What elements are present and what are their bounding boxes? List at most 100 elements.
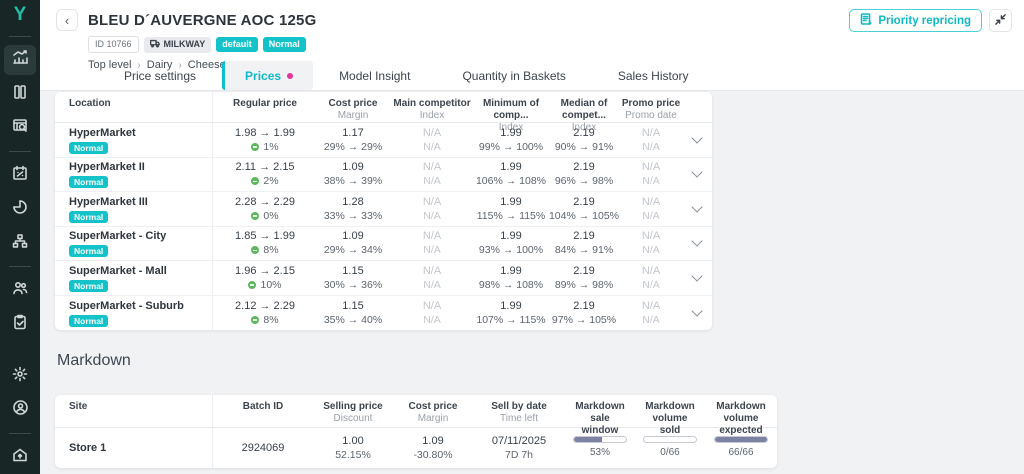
- sidebar-item-team[interactable]: [4, 275, 36, 305]
- site-name: Store 1: [69, 442, 107, 454]
- sale-window-cell: 53%: [565, 428, 635, 468]
- tab-quantity-in-baskets[interactable]: Quantity in Baskets: [462, 68, 566, 83]
- main-competitor-cell: N/A N/A: [422, 126, 442, 153]
- cost-price-cell: 1.15 35% → 40%: [323, 299, 383, 326]
- markdown-table-header: Site Batch ID Selling price Discount Cost…: [55, 395, 777, 436]
- expand-row-chevron-icon[interactable]: [690, 270, 703, 282]
- location-name: SuperMarket - City: [69, 230, 167, 243]
- markdown-table: Site Batch ID Selling price Discount Cost…: [55, 395, 777, 468]
- breadcrumb-top-level[interactable]: Top level: [88, 59, 132, 71]
- volume-expected-progressbar: [714, 436, 768, 443]
- sidebar-item-hierarchy[interactable]: [4, 228, 36, 258]
- price-change-icon: [251, 211, 260, 220]
- collapse-button[interactable]: [989, 9, 1012, 32]
- promo-price-cell: N/A N/A: [641, 230, 661, 257]
- tab-model-insight[interactable]: Model Insight: [339, 68, 411, 83]
- markdown-section-title: Markdown: [57, 352, 131, 369]
- sell-by-date-cell: 07/11/2025 7D 7h: [491, 435, 547, 461]
- min-competitor-cell: 1.99 98% → 108%: [478, 264, 544, 291]
- table-row: SuperMarket - Mall Normal 1.96 → 2.15 10…: [55, 261, 712, 296]
- breadcrumb-dairy[interactable]: Dairy: [146, 59, 173, 71]
- location-status-badge: Normal: [69, 245, 109, 258]
- promo-price-cell: N/A N/A: [641, 161, 661, 188]
- expand-row-chevron-icon[interactable]: [690, 166, 703, 178]
- expand-row-chevron-icon[interactable]: [690, 201, 703, 213]
- clipboard-check-icon: [12, 314, 28, 335]
- calendar-percent-icon: [12, 165, 28, 186]
- back-button[interactable]: ‹: [56, 9, 78, 31]
- expand-row-chevron-icon[interactable]: [690, 235, 703, 247]
- regular-price-cell: 2.12 → 2.29 8%: [235, 299, 295, 326]
- median-competitor-cell: 2.19 96% → 98%: [554, 161, 614, 188]
- median-competitor-cell: 2.19 97% → 105%: [551, 299, 617, 326]
- cost-price-cell: 1.09 38% → 39%: [323, 161, 383, 188]
- sidebar-item-reports[interactable]: [4, 194, 36, 224]
- collapse-arrows-icon: [995, 13, 1006, 28]
- default-badge: default: [216, 37, 258, 52]
- sidebar-item-tasks[interactable]: [4, 309, 36, 339]
- regular-price-cell: 2.11 → 2.15 2%: [235, 161, 295, 188]
- location-name: HyperMarket II: [69, 161, 145, 174]
- median-competitor-cell: 2.19 90% → 91%: [554, 126, 614, 153]
- expand-row-chevron-icon[interactable]: [690, 132, 703, 144]
- min-competitor-cell: 1.99 115% → 115%: [476, 195, 546, 222]
- page-title: BLEU D´AUVERGNE AOC 125G: [88, 11, 317, 29]
- location-status-badge: Normal: [69, 210, 109, 223]
- promo-price-cell: N/A N/A: [641, 195, 661, 222]
- breadcrumb: Top level › Dairy › Cheese: [88, 59, 226, 71]
- sidebar: Y: [0, 0, 40, 474]
- volume-sold-cell: 0/66: [635, 428, 705, 468]
- priority-repricing-button[interactable]: Priority repricing: [849, 9, 982, 32]
- sidebar-item-analytics[interactable]: [4, 45, 36, 75]
- tab-price-settings[interactable]: Price settings: [124, 68, 197, 83]
- gear-icon: [12, 366, 28, 387]
- location-name: SuperMarket - Suburb: [69, 299, 184, 312]
- promo-price-cell: N/A N/A: [641, 264, 661, 291]
- cost-price-cell: 1.17 29% → 29%: [323, 126, 383, 153]
- priority-list-icon: [860, 13, 872, 28]
- breadcrumb-cheese[interactable]: Cheese: [187, 59, 226, 71]
- table-row: SuperMarket - Suburb Normal 2.12 → 2.29 …: [55, 295, 712, 330]
- regular-price-cell: 1.85 → 1.99 8%: [235, 230, 295, 257]
- users-icon: [12, 280, 28, 301]
- min-competitor-cell: 1.99 93% → 100%: [478, 230, 544, 257]
- price-change-icon: [248, 280, 257, 289]
- pie-chart-icon: [12, 199, 28, 220]
- tab-bar: Price settings Prices Model Insight Quan…: [98, 61, 715, 90]
- sidebar-item-promo-calendar[interactable]: [4, 160, 36, 190]
- min-competitor-cell: 1.99 107% → 115%: [476, 299, 546, 326]
- cost-price-cell: 1.15 30% → 36%: [323, 264, 383, 291]
- expand-row-chevron-icon[interactable]: [690, 305, 703, 317]
- promo-price-cell: N/A N/A: [641, 126, 661, 153]
- sidebar-item-account[interactable]: [4, 395, 36, 425]
- markdown-cost-cell: 1.09 -30.80%: [413, 435, 453, 461]
- sidebar-item-settings[interactable]: [4, 361, 36, 391]
- divider: [9, 433, 31, 434]
- min-competitor-cell: 1.99 99% → 100%: [478, 126, 544, 153]
- truck-icon: [149, 39, 160, 51]
- hierarchy-icon: [12, 233, 28, 254]
- median-competitor-cell: 2.19 84% → 91%: [554, 230, 614, 257]
- price-change-icon: [251, 177, 260, 186]
- location-name: HyperMarket III: [69, 195, 148, 208]
- tab-prices[interactable]: Prices: [222, 61, 314, 90]
- location-name: HyperMarket: [69, 126, 136, 139]
- sidebar-item-columns[interactable]: [4, 79, 36, 109]
- price-change-icon: [251, 315, 260, 324]
- location-status-badge: Normal: [69, 141, 109, 154]
- app-logo[interactable]: Y: [13, 4, 27, 25]
- table-row: HyperMarket II Normal 2.11 → 2.15 2% 1.0…: [55, 157, 712, 192]
- sidebar-item-table-search[interactable]: [4, 113, 36, 143]
- cost-price-cell: 1.09 29% → 34%: [323, 230, 383, 257]
- selling-price-cell: 1.00 52.15%: [335, 435, 371, 461]
- trend-chart-icon: [12, 49, 29, 71]
- divider: [9, 266, 31, 267]
- sidebar-item-home-export[interactable]: [4, 442, 36, 472]
- cost-price-cell: 1.28 33% → 33%: [323, 195, 383, 222]
- markdown-row: Store 1 2924069 1.00 52.15% 1.09 -30.80% 0…: [55, 428, 777, 468]
- regular-price-cell: 2.28 → 2.29 0%: [235, 195, 295, 222]
- prices-table: Location Regular price Cost price Margin …: [55, 92, 712, 330]
- regular-price-cell: 1.98 → 1.99 1%: [235, 126, 295, 153]
- volume-expected-cell: 66/66: [705, 428, 777, 468]
- tab-sales-history[interactable]: Sales History: [617, 68, 689, 83]
